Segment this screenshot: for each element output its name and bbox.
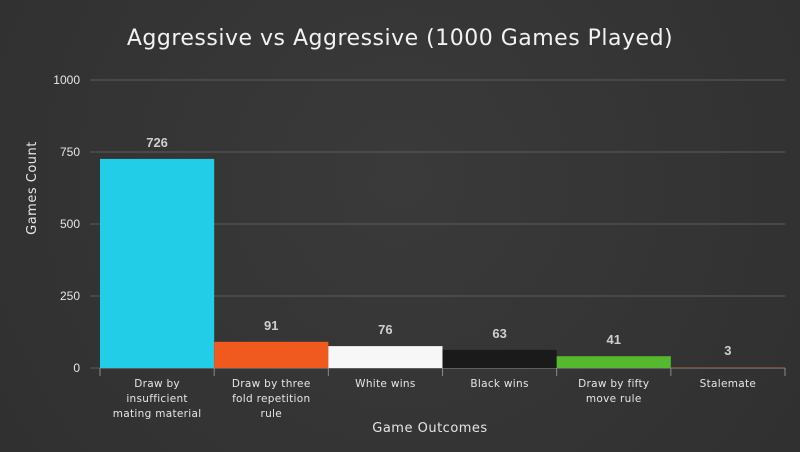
category-label: Draw by fifty move rule [578,378,649,405]
labels-layer: 0 250 500 750 1000 726 Draw by insufficient mati… [53,73,756,420]
bar-6 [670,367,785,368]
category-label-line: insufficient [126,393,188,405]
category-label-line: Draw by three [232,378,311,390]
category-label: Draw by three fold repetition rule [232,378,311,420]
bar-5 [556,356,671,368]
data-label: 3 [724,343,731,358]
category-label: Draw by insufficient mating material [113,378,202,420]
category-label-line: Black wins [470,378,528,390]
bar-2 [214,341,329,368]
category-label-line: mating material [113,408,202,420]
category-label: Stalemate [700,378,757,390]
category-label-line: Draw by [134,378,180,390]
chart-title: Aggressive vs Aggressive (1000 Games Pla… [127,26,673,51]
category-label-line: move rule [586,393,642,405]
y-axis-title: Games Count [25,141,40,235]
bars-layer [100,158,785,368]
data-label: 41 [607,332,621,347]
data-label: 63 [492,326,506,341]
y-tick-label: 0 [73,361,80,375]
data-label: 726 [146,135,168,150]
category-label-line: White wins [355,378,416,390]
data-label: 91 [264,318,278,333]
x-axis-title: Game Outcomes [372,421,487,436]
bar-4 [442,349,557,368]
y-tick-label: 1000 [53,73,80,87]
category-label-line: fold repetition [232,393,310,405]
category-label-line: Draw by fifty [578,378,649,390]
category-label-line: Stalemate [700,378,757,390]
data-label: 76 [378,322,392,337]
bar-3 [328,346,443,368]
y-tick-label: 250 [60,289,80,303]
y-tick-label: 500 [60,217,80,231]
y-tick-label: 750 [60,145,80,159]
bar-1 [100,158,215,368]
category-label: Black wins [470,378,528,390]
category-label: White wins [355,378,416,390]
category-label-line: rule [260,408,282,420]
